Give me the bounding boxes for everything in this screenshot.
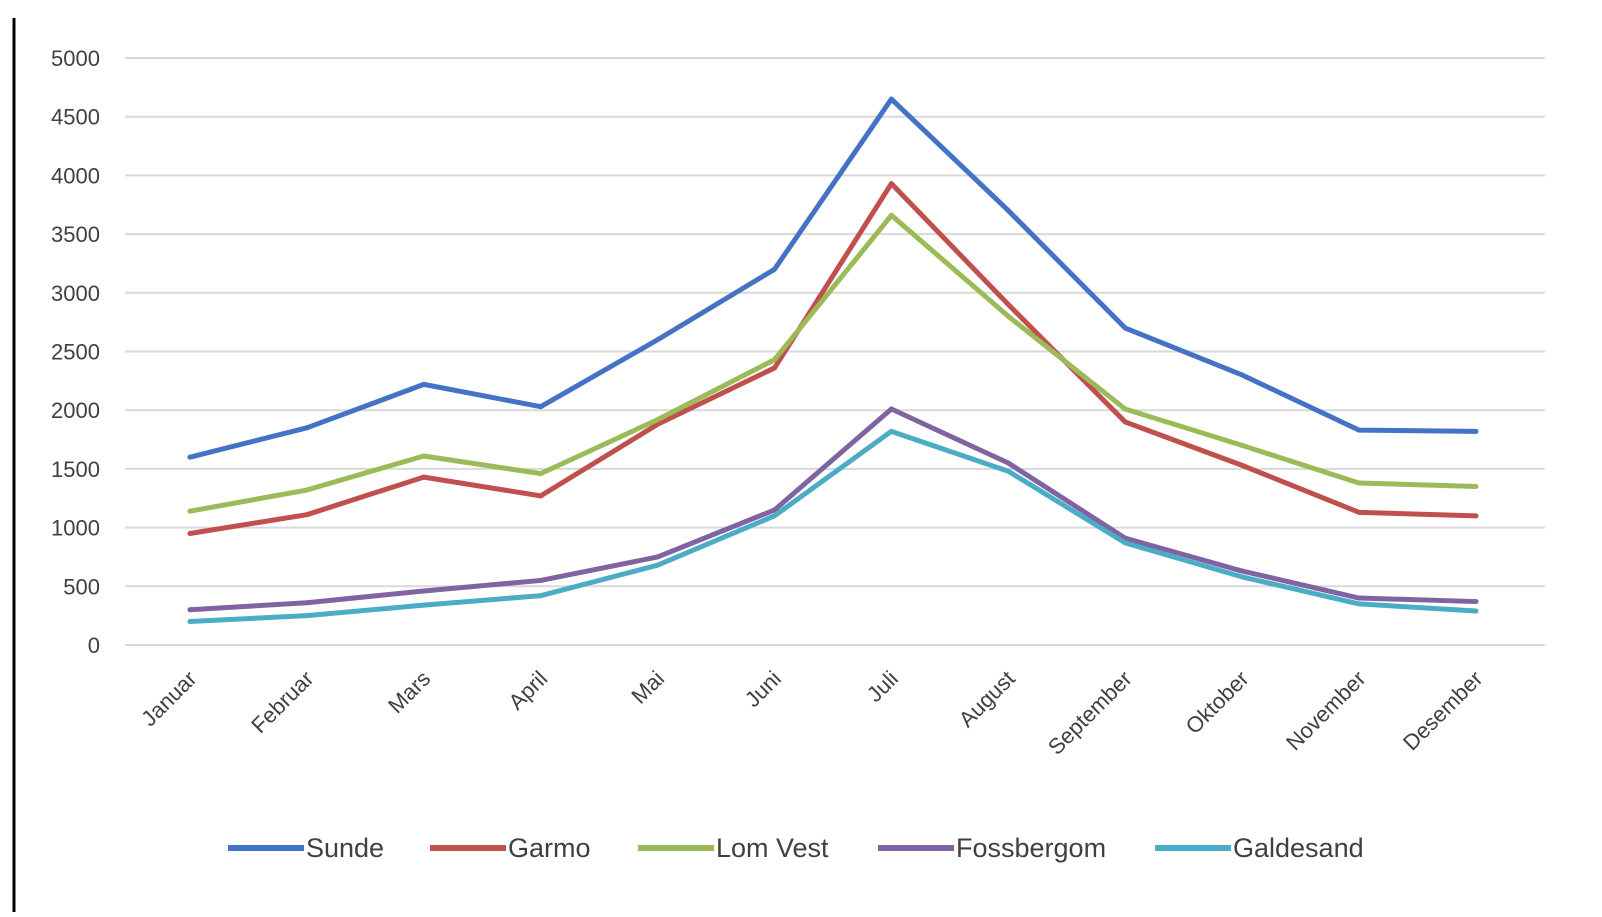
data-point bbox=[1239, 372, 1245, 378]
y-tick-label: 0 bbox=[88, 633, 100, 658]
x-tick-label: August bbox=[954, 666, 1020, 732]
data-point bbox=[1473, 608, 1479, 614]
data-point bbox=[772, 513, 777, 519]
data-point bbox=[1005, 468, 1011, 474]
data-point bbox=[1122, 325, 1128, 331]
series-line-fossbergom bbox=[187, 406, 1479, 613]
data-point bbox=[187, 454, 193, 460]
series-lines bbox=[187, 96, 1479, 625]
data-point bbox=[1239, 574, 1245, 580]
data-point bbox=[1356, 509, 1362, 515]
data-point bbox=[1473, 513, 1479, 519]
data-point bbox=[304, 487, 310, 493]
data-point bbox=[1122, 419, 1128, 425]
x-tick-label: Desember bbox=[1398, 666, 1487, 755]
data-point bbox=[888, 212, 894, 218]
data-point bbox=[655, 554, 661, 560]
data-point bbox=[1005, 208, 1011, 214]
x-tick-label: Februar bbox=[246, 666, 318, 738]
data-point bbox=[1005, 460, 1011, 466]
data-point bbox=[304, 425, 310, 431]
x-tick-label: Juni bbox=[740, 666, 786, 712]
data-point bbox=[888, 428, 894, 434]
y-tick-label: 3500 bbox=[51, 222, 100, 247]
data-point bbox=[1239, 462, 1245, 468]
series-line-lom-vest bbox=[187, 212, 1479, 514]
data-point bbox=[655, 337, 661, 343]
data-point bbox=[421, 588, 427, 594]
x-tick-label: Oktober bbox=[1181, 666, 1254, 739]
data-point bbox=[421, 381, 427, 387]
legend-label: Garmo bbox=[508, 833, 591, 863]
data-point bbox=[421, 453, 427, 459]
data-point bbox=[888, 406, 894, 412]
data-point bbox=[655, 417, 661, 423]
data-point bbox=[772, 507, 777, 513]
data-point bbox=[187, 530, 193, 536]
x-tick-label: Januar bbox=[136, 666, 201, 731]
data-point bbox=[888, 96, 894, 102]
data-point bbox=[1356, 427, 1362, 433]
x-tick-label: Mars bbox=[383, 666, 435, 718]
data-point bbox=[772, 365, 777, 371]
data-point bbox=[1005, 313, 1011, 319]
data-point bbox=[421, 602, 427, 608]
y-tick-label: 5000 bbox=[51, 46, 100, 71]
legend-label: Fossbergom bbox=[956, 833, 1106, 863]
data-point bbox=[187, 508, 193, 514]
data-point bbox=[1356, 480, 1362, 486]
data-point bbox=[1239, 442, 1245, 448]
y-tick-label: 2000 bbox=[51, 398, 100, 423]
legend: Sunde Garmo Lom Vest Fossbergom Galdesand bbox=[228, 833, 1364, 863]
y-tick-label: 1000 bbox=[51, 516, 100, 541]
data-point bbox=[655, 562, 661, 568]
x-tick-label: April bbox=[503, 666, 552, 715]
data-point bbox=[538, 577, 544, 583]
x-tick-label: Juli bbox=[862, 666, 903, 707]
series-line-sunde bbox=[187, 96, 1479, 460]
data-point bbox=[304, 613, 310, 619]
y-tick-label: 2500 bbox=[51, 340, 100, 365]
data-point bbox=[187, 619, 193, 625]
series-line-galdesand bbox=[187, 428, 1479, 625]
legend-label: Lom Vest bbox=[716, 833, 829, 863]
gridlines bbox=[125, 57, 1545, 646]
legend-label: Sunde bbox=[306, 833, 384, 863]
y-tick-label: 4000 bbox=[51, 163, 100, 188]
data-point bbox=[1122, 406, 1128, 412]
data-point bbox=[304, 512, 310, 518]
data-point bbox=[655, 421, 661, 427]
x-tick-label: Mai bbox=[626, 666, 669, 709]
data-point bbox=[1356, 595, 1362, 601]
data-point bbox=[538, 471, 544, 477]
data-point bbox=[888, 181, 894, 187]
y-axis-ticks: 0 500 1000 1500 2000 2500 3000 3500 4000 4500 5000 bbox=[51, 46, 100, 658]
data-point bbox=[538, 493, 544, 499]
x-axis-ticks: Januar Februar Mars April Mai Juni Juli August S… bbox=[136, 666, 1487, 760]
y-tick-label: 500 bbox=[63, 574, 100, 599]
data-point bbox=[1005, 302, 1011, 308]
data-point bbox=[538, 404, 544, 410]
x-tick-label: November bbox=[1281, 666, 1370, 755]
series-line-garmo bbox=[187, 181, 1479, 536]
data-point bbox=[1239, 568, 1245, 574]
y-tick-label: 1500 bbox=[51, 457, 100, 482]
data-point bbox=[1122, 540, 1128, 546]
y-tick-label: 4500 bbox=[51, 105, 100, 130]
data-point bbox=[1473, 484, 1479, 490]
data-point bbox=[304, 600, 310, 606]
data-point bbox=[187, 607, 193, 613]
x-tick-label: September bbox=[1043, 666, 1137, 760]
data-point bbox=[772, 266, 777, 272]
data-point bbox=[1473, 428, 1479, 434]
legend-label: Galdesand bbox=[1233, 833, 1364, 863]
data-point bbox=[772, 357, 777, 363]
data-point bbox=[1473, 599, 1479, 605]
data-point bbox=[421, 474, 427, 480]
data-point bbox=[1356, 601, 1362, 607]
y-tick-label: 3000 bbox=[51, 281, 100, 306]
data-point bbox=[538, 593, 544, 599]
